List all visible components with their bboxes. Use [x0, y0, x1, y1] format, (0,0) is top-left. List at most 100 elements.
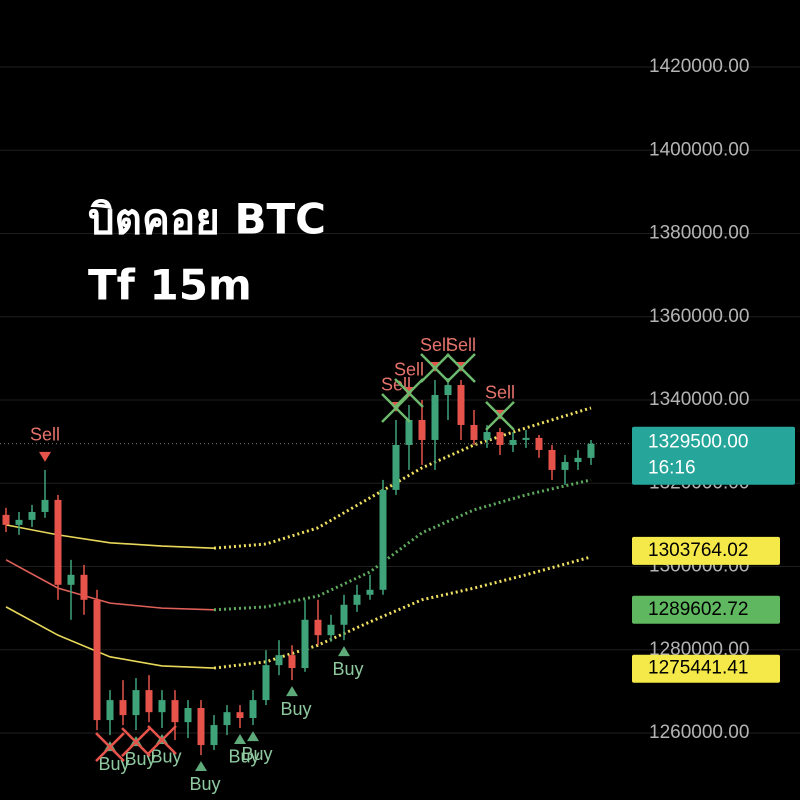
price-axis: 1260000.001280000.001300000.001320000.00… — [632, 56, 795, 743]
y-tick-label: 1400000.00 — [649, 139, 749, 160]
signal-marker — [286, 686, 298, 697]
price-badge — [632, 426, 795, 485]
band-badge-label: 1303764.02 — [648, 540, 748, 561]
candle-body — [457, 385, 465, 425]
candle-body — [93, 599, 101, 721]
candle-body — [223, 712, 231, 726]
candle-body — [119, 700, 127, 716]
candle-body — [353, 594, 361, 605]
signal-cross — [121, 727, 151, 757]
signal-marker — [39, 451, 51, 462]
candle-body — [418, 419, 426, 440]
signal-cross — [381, 393, 411, 423]
candle-body — [587, 443, 595, 458]
signal-label: Buy — [150, 747, 181, 767]
y-tick-label: 1360000.00 — [649, 306, 749, 327]
band-badge — [632, 654, 780, 683]
band-line — [5, 524, 215, 549]
candle-body — [15, 519, 23, 525]
candle-body — [561, 462, 569, 470]
candle-body — [80, 574, 88, 600]
candle-body — [444, 385, 452, 396]
signal-label: Sell — [381, 375, 411, 395]
candle-body — [574, 457, 582, 463]
signal-label: Sell — [446, 335, 476, 355]
band-badge-label: 1275441.41 — [648, 658, 748, 679]
candle-body — [431, 395, 439, 440]
candle-body — [392, 444, 400, 490]
candle-body — [288, 655, 296, 669]
candle-body — [132, 690, 140, 716]
candle-body — [366, 589, 374, 595]
signal-label: Sell — [394, 360, 424, 380]
candle-body — [483, 432, 491, 440]
candle-body — [171, 700, 179, 723]
signal-label: Sell — [30, 425, 60, 445]
candle-body — [314, 619, 322, 636]
signal-cross — [147, 725, 177, 755]
signal-label: Buy — [332, 659, 363, 679]
signal-cross — [446, 353, 476, 383]
candle-body — [249, 700, 257, 719]
chart-title: บิตคอย BTC — [88, 195, 326, 244]
candle-body — [106, 700, 114, 721]
signal-marker — [247, 731, 259, 742]
grid — [0, 66, 800, 734]
band-projection — [213, 478, 592, 612]
signal-marker — [338, 646, 350, 657]
candle-body — [548, 449, 556, 470]
candle-body — [301, 619, 309, 669]
band-badge-label: 1289602.72 — [648, 599, 748, 620]
candle-body — [184, 708, 192, 723]
candle-body — [535, 437, 543, 450]
signals: SellBuyBuyBuyBuyBuyBuyBuyBuySellSellSell… — [30, 335, 515, 794]
chart-subtitle: Tf 15m — [88, 261, 252, 310]
signal-label: Sell — [485, 383, 515, 403]
candle-body — [340, 604, 348, 625]
candle-body — [379, 489, 387, 590]
y-tick-label: 1420000.00 — [649, 56, 749, 77]
candle-body — [262, 665, 270, 701]
candle-body — [522, 437, 530, 440]
candle-body — [236, 712, 244, 719]
signal-label: Buy — [228, 747, 259, 767]
band-line — [5, 606, 215, 669]
signal-label: Buy — [241, 744, 272, 764]
signal-label: Buy — [280, 699, 311, 719]
candle-body — [197, 708, 205, 746]
candle-body — [158, 700, 166, 713]
candle-body — [470, 424, 478, 440]
candle-body — [405, 419, 413, 445]
y-tick-label: 1280000.00 — [649, 639, 749, 660]
candle-body — [145, 690, 153, 713]
candle-body — [509, 439, 517, 445]
y-tick-label: 1340000.00 — [649, 389, 749, 410]
signal-cross — [420, 353, 450, 383]
signal-label: Buy — [189, 774, 220, 794]
candle-body — [496, 432, 504, 445]
candles — [2, 377, 595, 756]
candle-body — [275, 655, 283, 666]
signal-label: Sell — [420, 335, 450, 355]
band-badge — [632, 595, 780, 624]
candle-body — [327, 624, 335, 636]
candle-body — [210, 725, 218, 746]
y-tick-label: 1260000.00 — [649, 722, 749, 743]
signal-marker — [195, 761, 207, 772]
band-projection — [213, 555, 592, 670]
candle-body — [2, 514, 10, 525]
price-badge-label: 1329500.00 — [648, 432, 748, 453]
y-tick-label: 1380000.00 — [649, 223, 749, 244]
band-badge — [632, 536, 780, 565]
band-line — [5, 559, 215, 611]
candle-body — [67, 574, 75, 585]
price-badge-time: 16:16 — [648, 458, 696, 479]
signal-cross — [394, 378, 424, 408]
signal-marker — [234, 733, 246, 744]
candle-body — [28, 511, 36, 520]
candle-body — [41, 499, 49, 512]
candle-body — [54, 499, 62, 585]
signal-cross — [95, 732, 125, 762]
